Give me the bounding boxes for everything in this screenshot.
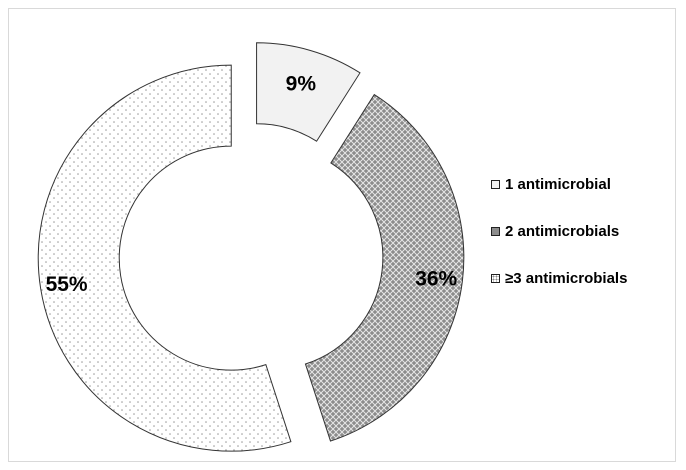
donut-slices xyxy=(37,42,465,452)
legend-label: 2 antimicrobials xyxy=(505,222,620,240)
legend-label: ≥3 antimicrobials xyxy=(505,269,628,287)
donut-slice-2 xyxy=(304,93,465,442)
slice-labels: 9% 36% 55% xyxy=(46,73,458,297)
legend: 1 antimicrobial 2 antimicrobials ≥3 anti… xyxy=(491,174,627,315)
donut-slice-3 xyxy=(37,64,292,452)
legend-swatch-dotted xyxy=(491,273,500,283)
donut-slice-1 xyxy=(256,42,361,142)
legend-item-1-antimicrobial: 1 antimicrobial xyxy=(491,174,627,194)
legend-item-2-antimicrobials: 2 antimicrobials xyxy=(491,221,627,241)
legend-item-3-plus-antimicrobials: ≥3 antimicrobials xyxy=(491,268,627,288)
legend-swatch-crosshatch xyxy=(491,226,500,236)
legend-swatch-light xyxy=(491,179,500,189)
slice-label-2: 36% xyxy=(415,267,457,290)
slice-label-1: 9% xyxy=(286,73,317,96)
legend-label: 1 antimicrobial xyxy=(505,175,611,193)
slice-label-3: 55% xyxy=(46,273,88,296)
